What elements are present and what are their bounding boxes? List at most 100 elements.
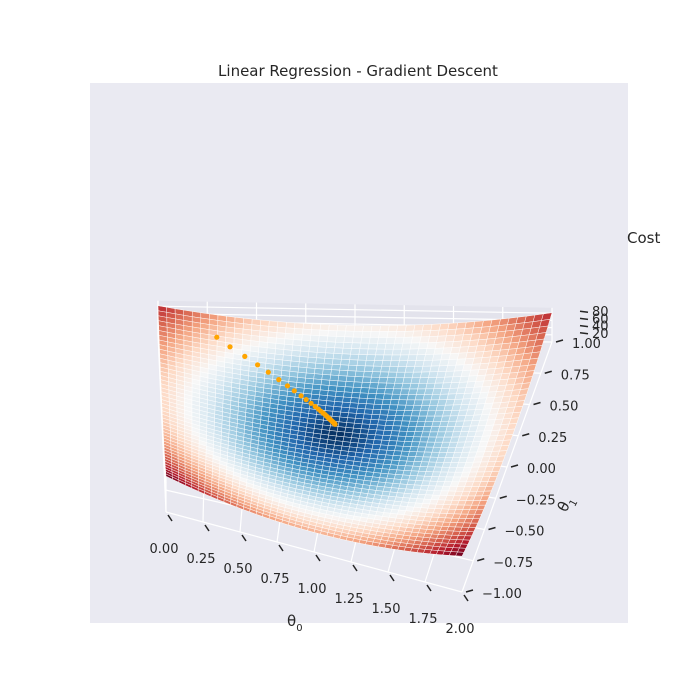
surface-patch	[328, 380, 339, 387]
surface-patch	[372, 403, 383, 410]
surface-patch	[317, 341, 328, 348]
surface-patch	[359, 428, 370, 435]
surface-patch	[400, 348, 411, 356]
surface-patch	[382, 354, 393, 362]
surface-patch	[320, 379, 331, 386]
surface-patch	[342, 396, 352, 403]
x-axis-label: θ0	[287, 612, 303, 634]
surface-patch	[401, 342, 412, 350]
surface-patch	[324, 352, 335, 360]
surface-patch	[417, 383, 428, 390]
surface-patch	[362, 376, 372, 383]
surface-patch	[395, 331, 406, 338]
surface-patch	[375, 348, 386, 356]
surface-patch	[385, 420, 395, 426]
surface-patch	[382, 393, 393, 400]
surface-patch	[285, 327, 295, 335]
surface-patch	[345, 422, 355, 429]
surface-patch	[345, 324, 356, 332]
surface-patch	[328, 324, 339, 332]
surface-patch	[285, 321, 296, 329]
surface-patch	[370, 325, 381, 332]
surface-patch	[372, 365, 382, 373]
surface-patch	[314, 362, 325, 370]
surface-patch	[425, 348, 436, 355]
surface-patch	[299, 356, 309, 363]
surface-patch	[372, 439, 383, 446]
descent-path-point	[284, 383, 291, 389]
y-tick-mark	[488, 526, 496, 531]
surface-patch	[403, 441, 413, 447]
surface-patch	[337, 375, 348, 382]
surface-patch	[357, 403, 367, 410]
surface-patch	[393, 383, 404, 390]
surface-patch	[290, 360, 300, 368]
surface-patch	[351, 392, 361, 399]
surface-patch	[349, 353, 360, 361]
surface-patch	[353, 376, 364, 383]
surface-patch	[345, 375, 356, 383]
surface-patch	[387, 325, 399, 332]
surface-patch	[335, 336, 345, 343]
surface-patch	[371, 444, 381, 450]
surface-patch	[409, 383, 420, 390]
surface-patch	[350, 348, 361, 355]
z-tick-label: 20	[592, 327, 609, 342]
surface-patch	[352, 331, 363, 338]
surface-patch	[405, 431, 416, 437]
z-tick-label: 80	[592, 305, 609, 320]
y-tick-mark	[522, 433, 530, 437]
descent-path-point	[227, 344, 233, 350]
surface-patch	[404, 366, 415, 373]
descent-path-point	[332, 421, 338, 427]
surface-patch	[383, 425, 394, 431]
surface-patch	[389, 399, 400, 406]
surface-patch	[307, 356, 317, 364]
surface-patch	[390, 393, 401, 400]
surface-patch	[419, 336, 430, 344]
surface-patch	[358, 433, 368, 440]
y-tick-mark	[477, 558, 485, 562]
surface-patch	[276, 332, 286, 340]
y-tick-mark	[510, 464, 519, 468]
y-tick-label: 0.50	[550, 400, 579, 415]
surface-patch	[342, 342, 353, 349]
surface-patch	[323, 358, 334, 365]
surface-patch	[403, 371, 414, 379]
surface-patch	[351, 342, 362, 350]
surface-patch	[396, 324, 407, 332]
surface-patch	[334, 341, 345, 349]
x-tick-mark	[204, 524, 210, 532]
surface-patch	[369, 331, 380, 338]
surface-patch	[406, 394, 417, 401]
x-tick-mark	[426, 584, 432, 592]
surface-patch	[340, 359, 350, 366]
surface-patch	[355, 365, 366, 372]
surface-patch	[344, 330, 355, 338]
surface-patch	[404, 404, 415, 411]
surface-patch	[404, 324, 416, 332]
descent-path-point	[308, 400, 314, 406]
surface-patch	[363, 408, 374, 415]
surface-patch	[361, 382, 371, 389]
surface-patch	[371, 409, 382, 416]
surface-patch	[387, 440, 398, 447]
x-tick-label: 2.00	[446, 622, 475, 637]
surface-patch	[380, 366, 391, 373]
surface-patch	[380, 404, 391, 411]
x-tick-label: 0.50	[224, 562, 253, 577]
surface-patch	[357, 354, 368, 361]
y-tick-label: −0.75	[493, 556, 533, 571]
surface-patch	[369, 382, 379, 389]
surface-patch	[364, 403, 375, 410]
surface-patch	[339, 364, 350, 371]
surface-patch	[353, 381, 363, 388]
y-tick-label: −0.50	[505, 525, 545, 540]
surface-patch	[356, 359, 367, 367]
surface-patch	[391, 425, 402, 432]
surface-patch	[386, 377, 397, 384]
surface-patch	[403, 330, 414, 338]
surface-patch	[392, 388, 402, 395]
descent-path-point	[214, 334, 220, 340]
surface-patch	[392, 420, 403, 427]
